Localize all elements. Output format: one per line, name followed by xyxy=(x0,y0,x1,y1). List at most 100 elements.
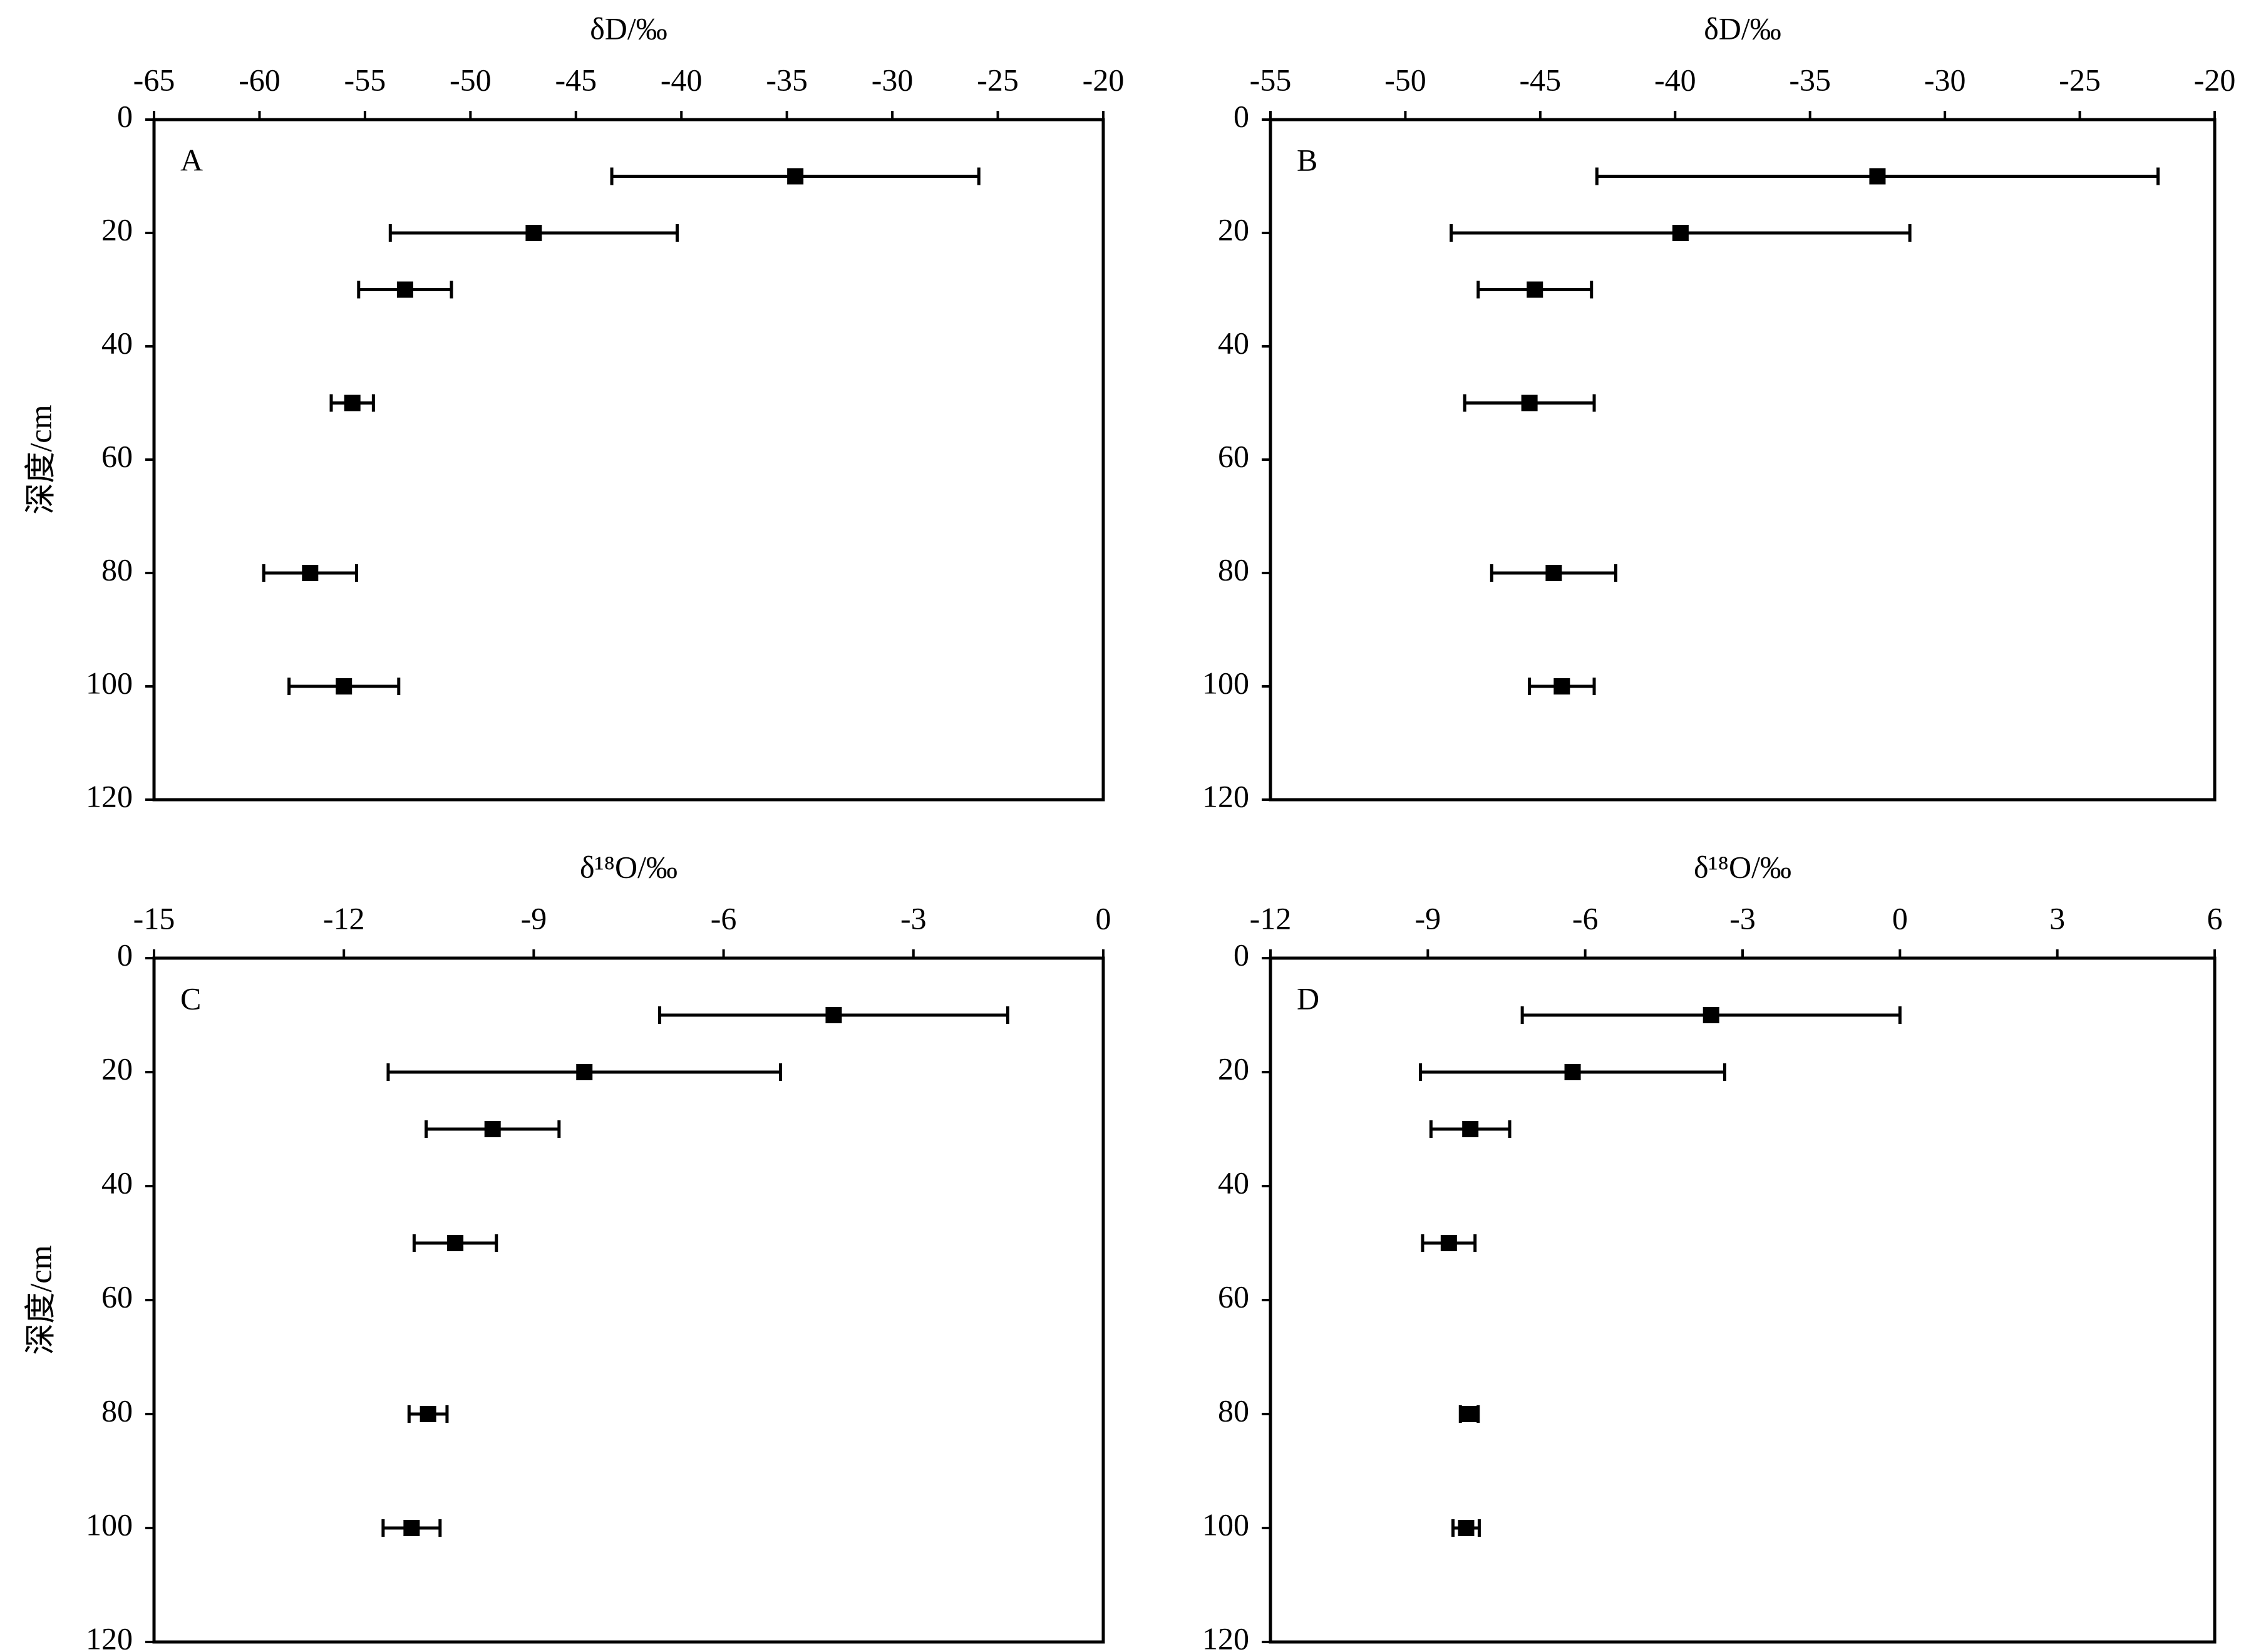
point xyxy=(1564,1064,1581,1080)
x-tick-label: -35 xyxy=(766,62,808,97)
y-tick-label: 120 xyxy=(86,1621,133,1652)
x-tick-label: -45 xyxy=(555,62,597,97)
x-tick-label: -55 xyxy=(344,62,386,97)
x-tick-label: -45 xyxy=(1520,62,1562,97)
point xyxy=(825,1007,842,1023)
plot-frame xyxy=(152,118,1105,802)
x-tick-label: -50 xyxy=(450,62,492,97)
point xyxy=(1672,225,1689,241)
y-tick-label: 80 xyxy=(1218,552,1249,587)
point xyxy=(1458,1520,1475,1536)
x-tick-label: -40 xyxy=(1654,62,1696,97)
point xyxy=(1703,1007,1719,1023)
point xyxy=(1527,281,1543,298)
x-tick-label: 0 xyxy=(1892,901,1908,936)
panel-label: B xyxy=(1297,142,1317,177)
x-tick-label: 6 xyxy=(2207,901,2223,936)
y-tick-label: 60 xyxy=(1218,438,1249,473)
point xyxy=(403,1520,420,1536)
x-tick-label: -15 xyxy=(133,901,175,936)
y-tick-label: 0 xyxy=(117,98,133,133)
point xyxy=(525,225,542,241)
point xyxy=(396,281,413,298)
x-tick-label: -20 xyxy=(2194,62,2236,97)
x-tick-label: -3 xyxy=(1729,901,1756,936)
x-tick-label: -3 xyxy=(900,901,927,936)
y-tick-label: 60 xyxy=(101,438,133,473)
y-tick-label: 20 xyxy=(101,212,133,247)
y-tick-label: 0 xyxy=(1234,98,1249,133)
y-tick-label: 40 xyxy=(1218,1165,1249,1200)
point xyxy=(1545,565,1562,581)
x-tick-label: -9 xyxy=(521,901,547,936)
y-axis-title: 深度/cm xyxy=(23,1245,58,1355)
x-tick-label: -25 xyxy=(2059,62,2101,97)
y-tick-label: 20 xyxy=(101,1051,133,1086)
point xyxy=(1440,1235,1457,1251)
y-tick-label: 100 xyxy=(1202,665,1249,700)
point xyxy=(484,1121,501,1137)
x-tick-label: -12 xyxy=(1250,901,1292,936)
point xyxy=(1553,678,1570,694)
x-axis-title: δD/‰ xyxy=(1704,11,1781,46)
y-axis-title: 深度/cm xyxy=(23,405,58,514)
point xyxy=(302,565,319,581)
point xyxy=(576,1064,593,1080)
x-tick-label: -20 xyxy=(1083,62,1125,97)
x-tick-label: -40 xyxy=(661,62,703,97)
y-tick-label: 60 xyxy=(1218,1279,1249,1314)
point xyxy=(1462,1121,1479,1137)
x-axis-title: δD/‰ xyxy=(590,11,667,46)
y-tick-label: 100 xyxy=(86,665,133,700)
point xyxy=(420,1406,436,1422)
point xyxy=(787,168,804,185)
plot-frame xyxy=(152,956,1105,1644)
y-tick-label: 0 xyxy=(1234,937,1249,972)
y-tick-label: 0 xyxy=(117,937,133,972)
point xyxy=(336,678,353,694)
y-tick-label: 40 xyxy=(1218,325,1249,360)
x-tick-label: 0 xyxy=(1096,901,1111,936)
x-tick-label: -30 xyxy=(872,62,914,97)
y-tick-label: 20 xyxy=(1218,1051,1249,1086)
x-tick-label: -12 xyxy=(323,901,365,936)
plot-frame xyxy=(1269,118,2217,802)
point xyxy=(1461,1406,1478,1422)
x-tick-label: -65 xyxy=(133,62,175,97)
x-tick-label: -25 xyxy=(977,62,1019,97)
x-axis-title: δ¹⁸O/‰ xyxy=(1694,849,1791,884)
y-tick-label: 100 xyxy=(1202,1507,1249,1542)
y-tick-label: 80 xyxy=(101,1393,133,1428)
x-tick-label: -9 xyxy=(1415,901,1441,936)
y-tick-label: 120 xyxy=(86,778,133,813)
y-tick-label: 40 xyxy=(101,1165,133,1200)
x-tick-label: -50 xyxy=(1384,62,1426,97)
x-tick-label: 3 xyxy=(2049,901,2065,936)
x-axis-title: δ¹⁸O/‰ xyxy=(580,849,677,884)
point xyxy=(1869,168,1886,185)
y-tick-label: 100 xyxy=(86,1507,133,1542)
y-tick-label: 60 xyxy=(101,1279,133,1314)
y-tick-label: 80 xyxy=(1218,1393,1249,1428)
point xyxy=(1521,395,1538,411)
panel-label: D xyxy=(1297,981,1319,1016)
x-tick-label: -6 xyxy=(1572,901,1599,936)
x-tick-label: -30 xyxy=(1924,62,1966,97)
point xyxy=(344,395,361,411)
x-tick-label: -35 xyxy=(1789,62,1831,97)
y-tick-label: 40 xyxy=(101,325,133,360)
y-tick-label: 20 xyxy=(1218,212,1249,247)
y-axis-title: 深度/cm xyxy=(23,405,58,514)
y-tick-label: 120 xyxy=(1202,778,1249,813)
point xyxy=(447,1235,464,1251)
x-tick-label: -6 xyxy=(711,901,737,936)
panel-label: C xyxy=(180,981,201,1016)
y-tick-label: 120 xyxy=(1202,1621,1249,1652)
plot-frame xyxy=(1269,956,2217,1644)
y-axis-title: 深度/cm xyxy=(23,1245,58,1355)
x-tick-label: -60 xyxy=(239,62,281,97)
x-tick-label: -55 xyxy=(1250,62,1292,97)
y-tick-label: 80 xyxy=(101,552,133,587)
panel-label: A xyxy=(180,142,203,177)
